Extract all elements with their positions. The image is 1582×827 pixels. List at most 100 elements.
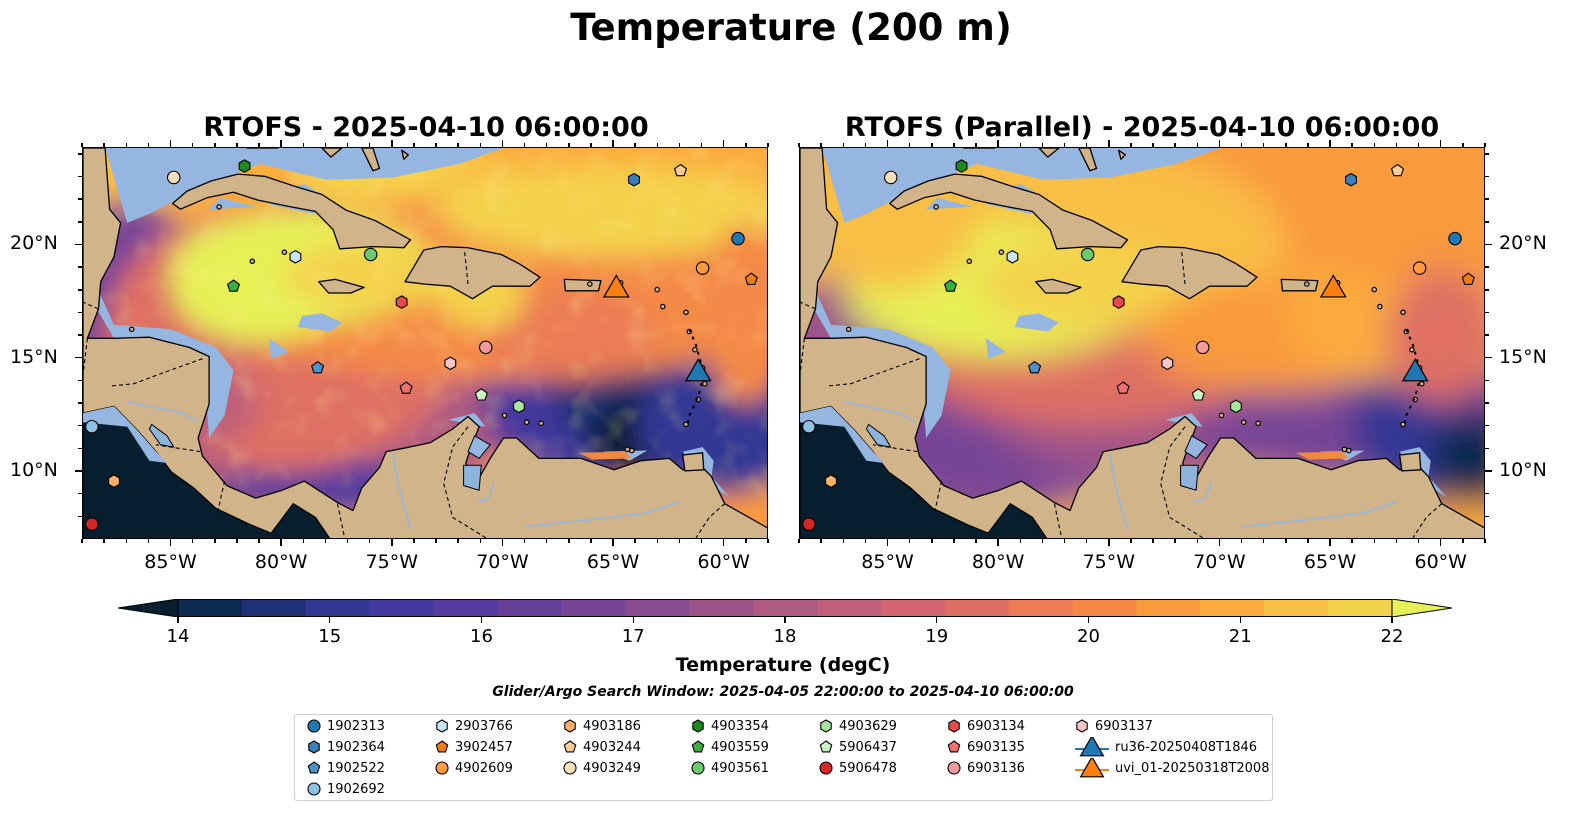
legend-marker bbox=[819, 740, 833, 753]
legend-marker-circle-icon bbox=[819, 761, 833, 775]
x-tick bbox=[975, 539, 977, 543]
marker-4903561 bbox=[1080, 247, 1095, 262]
legend-marker bbox=[1076, 719, 1088, 733]
x-tick-top bbox=[953, 143, 955, 147]
legend-marker-pentagon-icon bbox=[691, 740, 705, 753]
x-tick bbox=[1063, 539, 1066, 543]
legend-marker-pentagon-icon bbox=[563, 740, 577, 753]
legend-label: 3902457 bbox=[455, 739, 513, 755]
map-panel-rtofs-parallel[interactable] bbox=[799, 147, 1485, 539]
legend-item: 4903249 bbox=[563, 758, 641, 778]
x-tick-top bbox=[324, 143, 327, 147]
y-tick bbox=[1485, 515, 1489, 518]
y-tick bbox=[1485, 243, 1492, 246]
x-tick bbox=[169, 539, 172, 546]
lat-tick-label: 10°N bbox=[1499, 459, 1547, 482]
colorbar-tick bbox=[480, 617, 483, 623]
legend-item: 1902364 bbox=[307, 737, 385, 757]
legend-marker-circle-icon bbox=[947, 761, 961, 775]
legend-marker-triangle-icon bbox=[1075, 758, 1109, 778]
x-tick-top bbox=[1462, 143, 1464, 147]
x-tick-top bbox=[1484, 143, 1486, 147]
x-tick-top bbox=[767, 143, 769, 147]
x-tick-top bbox=[479, 143, 482, 147]
legend-label: 5906478 bbox=[839, 760, 897, 776]
marker-5906478 bbox=[85, 517, 99, 531]
legend-label: 6903136 bbox=[967, 760, 1025, 776]
legend-marker bbox=[563, 761, 577, 775]
legend-marker-circle-icon bbox=[435, 761, 449, 775]
marker-4902609 bbox=[695, 261, 710, 275]
legend-marker-triangle-icon bbox=[1075, 737, 1109, 757]
marker-4903354 bbox=[955, 159, 968, 173]
colorbar-bin bbox=[625, 599, 690, 617]
x-tick-top bbox=[1218, 140, 1221, 147]
x-tick bbox=[1351, 539, 1353, 543]
legend-marker-pentagon-icon bbox=[435, 740, 449, 753]
colorbar-tick-label: 20 bbox=[1077, 626, 1100, 647]
colorbar-bin bbox=[369, 599, 435, 617]
colorbar-bin bbox=[497, 599, 562, 617]
x-tick bbox=[590, 539, 592, 543]
legend-marker bbox=[564, 719, 576, 733]
x-tick-top bbox=[125, 143, 127, 147]
y-tick bbox=[1485, 153, 1489, 155]
legend-item: 4903244 bbox=[563, 737, 641, 757]
colorbar-bin bbox=[753, 599, 818, 617]
legend-item: ru36-20250408T1846 bbox=[1075, 737, 1257, 757]
x-tick-top bbox=[346, 143, 349, 147]
legend-marker-hexagon-icon bbox=[692, 719, 704, 733]
marker-5906478 bbox=[802, 517, 816, 531]
x-tick bbox=[1130, 539, 1132, 543]
lon-tick-label: 60°W bbox=[1414, 551, 1467, 573]
x-tick-top bbox=[147, 143, 150, 147]
x-tick bbox=[214, 539, 216, 543]
marker-4903559 bbox=[226, 279, 241, 292]
y-tick bbox=[1485, 402, 1489, 404]
x-tick-top bbox=[1262, 143, 1265, 147]
lon-tick-label: 75°W bbox=[365, 551, 419, 573]
legend-item: 1902522 bbox=[307, 758, 385, 778]
colorbar-tick bbox=[784, 617, 786, 623]
x-tick bbox=[1307, 539, 1309, 543]
legend-item: 5906478 bbox=[819, 758, 897, 778]
legend-item: 6903134 bbox=[947, 716, 1025, 736]
marker-3902457 bbox=[1461, 272, 1475, 285]
marker-6903135 bbox=[399, 381, 413, 394]
marker-4903186 bbox=[825, 474, 837, 488]
y-tick bbox=[1485, 266, 1489, 268]
x-tick bbox=[1462, 539, 1464, 543]
marker-4903244 bbox=[1390, 163, 1405, 177]
lon-tick-label: 60°W bbox=[697, 551, 750, 573]
y-tick bbox=[78, 311, 82, 314]
x-tick bbox=[842, 539, 844, 543]
marker-uvi_01-20250318T2008 bbox=[1319, 274, 1347, 298]
x-tick bbox=[931, 539, 933, 543]
legend-label: 4903559 bbox=[711, 739, 769, 755]
y-tick bbox=[78, 198, 82, 200]
x-tick bbox=[997, 539, 999, 546]
map-panel-rtofs[interactable] bbox=[82, 147, 768, 539]
legend-label: 5906437 bbox=[839, 739, 897, 755]
x-tick-top bbox=[81, 143, 83, 147]
colorbar-tick bbox=[1391, 617, 1393, 623]
legend-marker bbox=[307, 782, 321, 796]
x-tick-top bbox=[1019, 143, 1022, 147]
legend-marker bbox=[563, 740, 577, 753]
x-tick-top bbox=[678, 143, 681, 147]
marker-1902522 bbox=[1028, 360, 1042, 374]
x-tick-top bbox=[1439, 140, 1442, 147]
marker-6903134 bbox=[1112, 295, 1125, 309]
x-tick bbox=[700, 539, 703, 543]
legend-item: uvi_01-20250318T2008 bbox=[1075, 758, 1269, 778]
x-tick-top bbox=[169, 140, 172, 147]
x-tick-top bbox=[1307, 143, 1309, 147]
lon-tick-label: 80°W bbox=[971, 551, 1025, 573]
x-tick bbox=[1240, 539, 1243, 543]
colorbar-tick-label: 15 bbox=[318, 626, 342, 647]
colorbar-bin bbox=[944, 599, 1010, 617]
x-tick-top bbox=[1240, 143, 1243, 147]
lon-tick-label: 70°W bbox=[1193, 551, 1246, 573]
y-tick bbox=[78, 175, 82, 178]
y-tick bbox=[1485, 311, 1489, 314]
